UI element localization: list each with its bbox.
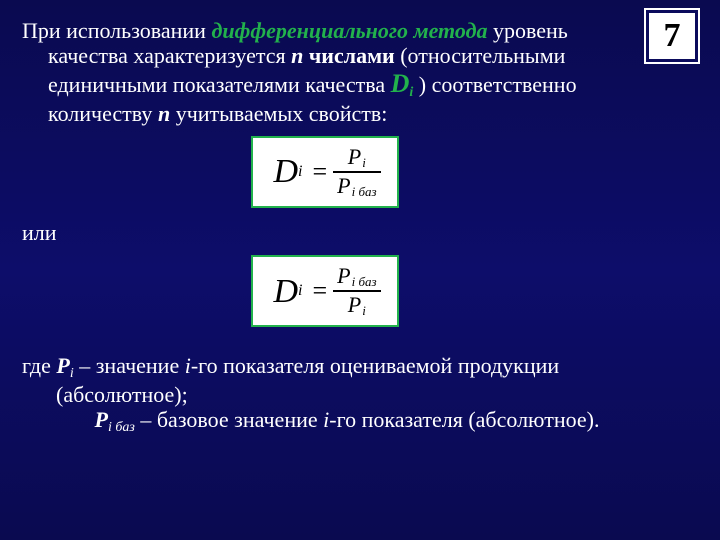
n-symbol-2: n: [158, 101, 170, 126]
f2-denom-sub: i: [362, 303, 366, 318]
intro-paragraph: При использовании дифференциального мето…: [22, 18, 628, 126]
f1-numer-sub: i: [362, 155, 366, 170]
def-p2-sub: i баз: [108, 420, 135, 435]
page-number: 7: [664, 17, 681, 55]
f1-numer: P: [348, 144, 361, 169]
formula-2-box: Di = Pi баз Pi: [251, 255, 398, 327]
def-p2: P: [95, 407, 108, 432]
f2-lhs: D: [273, 272, 298, 311]
f1-eq: =: [312, 157, 327, 187]
f2-fraction: Pi баз Pi: [333, 263, 380, 319]
def-p1: P: [56, 353, 69, 378]
f2-numer: P: [337, 263, 350, 288]
slide-content: При использовании дифференциального мето…: [22, 18, 628, 520]
formula-1-box: Di = Pi Pi баз: [251, 136, 398, 208]
def-l2a: – базовое значение: [135, 407, 323, 432]
f2-eq: =: [312, 276, 327, 306]
f2-lhs-sub: i: [298, 282, 302, 300]
def-pad: [56, 407, 95, 432]
def-l1b: – значение: [74, 353, 185, 378]
def-where: где: [22, 353, 56, 378]
intro-text: При использовании: [22, 18, 211, 43]
def-l2b: -го показателя (абсолютное).: [329, 407, 599, 432]
or-word: или: [22, 220, 628, 245]
formula-1-row: (1) Di = Pi Pi баз: [22, 136, 628, 208]
d-symbol: D: [391, 69, 410, 98]
f1-denom: P: [337, 173, 350, 198]
intro-text-5: учитываемых свойств:: [170, 101, 387, 126]
method-term: дифференциального метода: [211, 18, 487, 43]
f1-lhs: D: [273, 152, 298, 191]
n-symbol: n: [291, 43, 303, 68]
def-line-2: Pi баз – базовое значение i-го показател…: [22, 407, 628, 436]
f1-fraction: Pi Pi баз: [333, 144, 380, 200]
def-line-1: где Pi – значение i-го показателя оценив…: [22, 353, 628, 407]
page-number-badge: 7: [646, 10, 698, 62]
intro-bold: числами: [309, 43, 395, 68]
f2-denom: P: [348, 292, 361, 317]
formula-2-row: (2) Di = Pi баз Pi: [22, 255, 628, 327]
f1-denom-sub: i баз: [352, 184, 377, 199]
definitions: где Pi – значение i-го показателя оценив…: [22, 353, 628, 436]
f1-lhs-sub: i: [298, 163, 302, 181]
f2-numer-sub: i баз: [352, 274, 377, 289]
